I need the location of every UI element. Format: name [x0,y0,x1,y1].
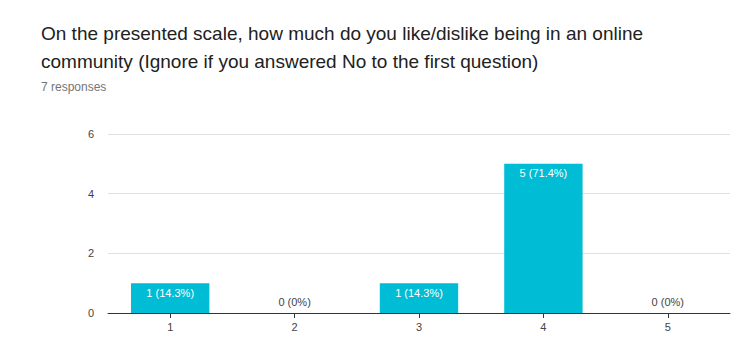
svg-text:0 (0%): 0 (0%) [278,296,310,308]
svg-text:5 (71.4%): 5 (71.4%) [520,167,568,179]
svg-text:4: 4 [88,188,94,200]
svg-text:1 (14.3%): 1 (14.3%) [146,287,194,299]
svg-text:On the presented scale, how mu: On the presented scale, how much do you … [41,23,648,44]
svg-text:3: 3 [416,321,422,333]
svg-text:1 (14.3%): 1 (14.3%) [395,287,443,299]
svg-text:0: 0 [88,307,94,319]
svg-text:2: 2 [88,247,94,259]
svg-text:5: 5 [665,321,671,333]
svg-text:0 (0%): 0 (0%) [652,296,684,308]
svg-text:community (Ignore if you answe: community (Ignore if you answered No to … [41,51,538,72]
svg-text:6: 6 [88,128,94,140]
svg-text:2: 2 [292,321,298,333]
svg-text:4: 4 [540,321,546,333]
svg-text:7 responses: 7 responses [41,80,106,94]
svg-text:1: 1 [167,321,173,333]
